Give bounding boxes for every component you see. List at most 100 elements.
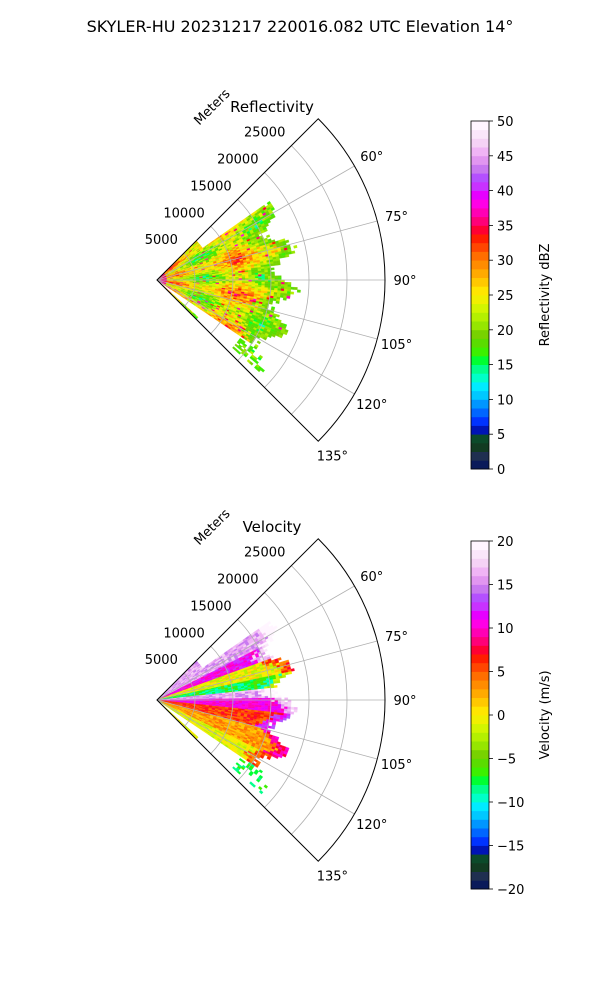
heatmap-cell — [276, 680, 281, 684]
colorbar-swatch — [471, 347, 489, 357]
heatmap-cell — [251, 281, 256, 284]
colorbar-swatch — [471, 312, 489, 322]
heatmap-cell — [284, 282, 288, 285]
colorbar-swatch — [471, 390, 489, 400]
angular-gridline — [156, 165, 355, 281]
colorbar-swatch — [471, 399, 489, 409]
heatmap-cell — [271, 281, 275, 285]
colorbar-tick-label: 35 — [497, 219, 514, 234]
heatmap-cell — [261, 694, 266, 697]
heatmap-cell — [241, 695, 246, 698]
colorbar-swatch — [471, 260, 489, 270]
heatmap-cell — [228, 277, 233, 279]
heatmap-cell — [287, 284, 292, 288]
heatmap-cell — [276, 718, 280, 722]
heatmap-cell — [282, 717, 287, 721]
heatmap-cell — [264, 643, 269, 648]
heatmap-cell — [293, 287, 298, 290]
colorbar-tick-label: 25 — [497, 289, 514, 304]
heatmap-cell — [264, 694, 269, 697]
colorbar-swatch — [471, 251, 489, 261]
heatmap-cell — [257, 356, 262, 361]
colorbar-tick-label: 45 — [497, 150, 514, 165]
colorbar-swatch — [471, 181, 489, 191]
heatmap-cell — [279, 294, 284, 298]
heatmap-cell — [287, 702, 292, 705]
heatmap-cell — [286, 715, 291, 719]
heatmap-cell — [261, 701, 266, 704]
heatmap-cell — [238, 276, 243, 279]
heatmap-cell — [277, 286, 282, 289]
heatmap-cell — [273, 685, 278, 688]
angle-tick-label: 75° — [385, 210, 408, 225]
colorbar-swatch — [471, 225, 489, 235]
colorbar-tick-label: 50 — [497, 115, 514, 130]
heatmap-cell — [272, 298, 277, 302]
heatmap-cell — [248, 701, 253, 704]
heatmap-cell — [254, 701, 259, 704]
colorbar-swatch — [471, 199, 489, 209]
heatmap-cell — [265, 234, 271, 238]
heatmap-cell — [253, 345, 258, 350]
heatmap-cell — [282, 297, 287, 301]
heatmap-cell — [280, 704, 285, 707]
velocity-panel: Velocity60°75°90°105°120°135°50001000015… — [145, 506, 553, 898]
heatmap-cell — [271, 701, 275, 705]
heatmap-cell — [277, 284, 282, 287]
heatmap-cell — [281, 282, 285, 285]
angle-tick-label: 60° — [360, 150, 383, 165]
heatmap-cell — [248, 694, 252, 697]
radial-tick-label: 5000 — [145, 233, 178, 248]
angular-gridline — [156, 279, 378, 340]
heatmap-cell — [291, 250, 296, 254]
heatmap-cell — [261, 692, 265, 695]
heatmap-cell — [235, 696, 239, 699]
sector-outline — [156, 118, 386, 442]
heatmap-cell — [290, 668, 295, 672]
heatmap-cell — [281, 702, 285, 705]
heatmap-cell — [243, 353, 248, 358]
heatmap-cells — [156, 620, 298, 795]
radial-tick-label: 10000 — [163, 206, 204, 221]
heatmap-cell — [261, 651, 266, 656]
heatmap-cell — [278, 675, 283, 679]
heatmap-cell — [258, 694, 262, 697]
heatmap-cell — [254, 694, 259, 697]
heatmap-cell — [264, 275, 269, 279]
heatmap-cell — [280, 286, 285, 290]
heatmap-cell — [284, 702, 288, 705]
heatmap-cell — [293, 709, 298, 713]
heatmap-cell — [275, 314, 280, 318]
colorbar-swatch — [471, 434, 489, 444]
heatmap-cell — [280, 284, 285, 287]
heatmap-cell — [245, 281, 249, 284]
heatmap-cell — [270, 685, 275, 689]
colorbar-swatch — [471, 242, 489, 252]
heatmap-cell — [282, 674, 287, 679]
heatmap-cell — [287, 282, 292, 285]
heatmap-cell — [258, 696, 262, 699]
heatmap-cell — [274, 701, 279, 705]
heatmap-cell — [270, 689, 275, 693]
heatmap-cell — [274, 275, 279, 279]
panel-title: Reflectivity — [230, 98, 314, 116]
colorbar-swatch — [471, 451, 489, 461]
heatmap-cell — [266, 219, 271, 224]
colorbar-swatch — [471, 164, 489, 174]
heatmap-cell — [261, 281, 266, 284]
panel-title: Velocity — [243, 518, 302, 536]
colorbar-swatch — [471, 121, 489, 131]
colorbar-tick-label: 20 — [497, 324, 514, 339]
colorbar-tick-label: 40 — [497, 185, 514, 200]
heatmap-cell — [256, 340, 261, 345]
colorbar-swatch — [471, 425, 489, 435]
angular-gridline — [156, 220, 378, 281]
heatmap-cell — [266, 620, 272, 626]
heatmap-cell — [254, 276, 259, 279]
heatmap-cell — [278, 255, 283, 259]
heatmap-cell — [245, 275, 249, 278]
heatmap-cell — [263, 648, 268, 653]
heatmap-cell — [284, 284, 288, 288]
heatmap-cell — [261, 703, 266, 706]
